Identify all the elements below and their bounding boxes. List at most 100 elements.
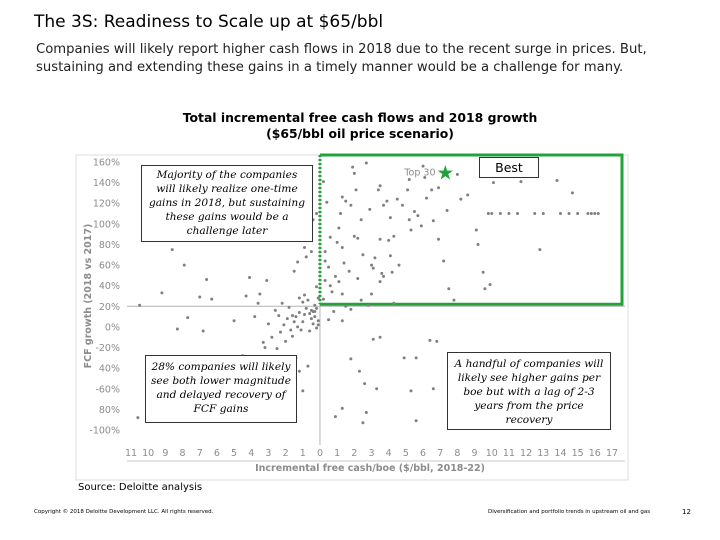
annotation-bottom-left: 28% companies will likely see both lower…: [145, 355, 297, 423]
x-axis-label: Incremental free cash/boe ($/bbl, 2018-2…: [255, 463, 485, 474]
y-tick-label: -100%: [89, 426, 120, 437]
data-point: [315, 306, 319, 310]
data-point: [313, 303, 317, 307]
data-point: [430, 188, 434, 192]
y-tick-labels: 160% 140% 120% 100% 80% 60% 40% 20% 0% -20% 40% -60…: [89, 158, 120, 437]
data-point: [309, 317, 313, 321]
data-point: [407, 178, 411, 182]
data-point: [486, 212, 490, 216]
data-point: [323, 250, 327, 254]
data-point: [330, 290, 334, 294]
data-point: [316, 319, 320, 323]
data-point: [333, 274, 337, 278]
y-tick-label: 100%: [93, 219, 120, 230]
x-tick-label: 1: [300, 448, 306, 459]
data-point: [589, 212, 593, 216]
data-point: [378, 280, 382, 284]
data-point: [392, 234, 396, 238]
y-axis-label: FCF growth (2018 vs 2017): [83, 224, 94, 369]
data-point: [481, 270, 485, 274]
data-point: [344, 199, 348, 203]
x-tick-label: 10: [486, 448, 498, 459]
data-point: [519, 180, 523, 184]
data-point: [409, 228, 413, 232]
data-point: [431, 219, 435, 223]
data-point: [409, 389, 413, 393]
data-point: [447, 287, 451, 291]
data-point: [359, 218, 363, 222]
data-point: [328, 284, 332, 288]
data-point: [201, 329, 205, 333]
x-tick-label: 4: [248, 448, 254, 459]
x-tick-label: 2: [283, 448, 289, 459]
data-point: [333, 415, 337, 419]
x-tick-label: 6: [214, 448, 220, 459]
x-tick-label: 10: [142, 448, 154, 459]
data-point: [414, 356, 418, 360]
data-point: [516, 212, 520, 216]
x-tick-label: 5: [231, 448, 237, 459]
data-point: [366, 303, 370, 307]
copyright: Copyright © 2018 Deloitte Development LL…: [34, 509, 214, 515]
data-point: [311, 322, 315, 326]
data-point: [356, 276, 360, 280]
y-tick-label: 80%: [99, 240, 120, 251]
x-tick-label: 8: [180, 448, 186, 459]
data-point: [335, 240, 339, 244]
data-point: [412, 209, 416, 213]
data-point: [339, 212, 343, 216]
data-point: [186, 316, 190, 320]
data-point: [337, 280, 341, 284]
data-point: [373, 256, 377, 260]
data-point: [351, 165, 355, 169]
data-point: [533, 212, 537, 216]
data-point: [328, 235, 332, 239]
data-point: [294, 315, 298, 319]
x-tick-label: 7: [437, 448, 443, 459]
data-point: [352, 234, 356, 238]
data-point: [541, 212, 545, 216]
data-point: [265, 279, 269, 283]
data-point: [406, 188, 410, 192]
data-point: [323, 279, 327, 283]
x-tick-label: 3: [368, 448, 374, 459]
data-point: [275, 347, 279, 351]
data-point: [586, 212, 590, 216]
data-point: [359, 298, 363, 302]
data-point: [306, 364, 310, 368]
data-point: [395, 197, 399, 201]
data-point: [375, 387, 379, 391]
data-point: [232, 319, 236, 323]
data-point: [292, 269, 296, 273]
data-point: [349, 203, 353, 207]
data-point: [323, 259, 327, 263]
y-tick-label: 60%: [99, 261, 120, 272]
data-point: [364, 161, 368, 165]
data-point: [321, 297, 325, 301]
data-point: [402, 356, 406, 360]
data-point: [289, 328, 293, 332]
chart-title: Total incremental free cash flows and 20…: [182, 110, 538, 141]
slide-subtitle: Companies will likely report higher cash…: [36, 42, 647, 75]
data-point: [342, 261, 346, 265]
data-point: [327, 318, 331, 322]
data-point: [349, 307, 353, 311]
data-point: [476, 242, 480, 246]
data-point: [296, 325, 300, 329]
data-point: [452, 298, 456, 302]
data-point: [466, 193, 470, 197]
data-point: [136, 416, 140, 420]
data-point: [538, 248, 542, 252]
data-point: [325, 200, 329, 204]
x-tick-label: 14: [554, 448, 566, 459]
data-point: [303, 293, 307, 297]
data-point: [285, 317, 289, 321]
data-point: [290, 314, 294, 318]
data-point: [316, 296, 320, 300]
best-region: [318, 153, 624, 306]
data-point: [356, 236, 360, 240]
data-point: [321, 180, 325, 184]
x-tick-labels: 11 10 9 8 7 6 5 4 3 2 1 0 1 2 3 4 5 6 7 8 9 10 11 12 13 14 15 16 17: [125, 448, 618, 459]
data-point: [299, 328, 303, 332]
